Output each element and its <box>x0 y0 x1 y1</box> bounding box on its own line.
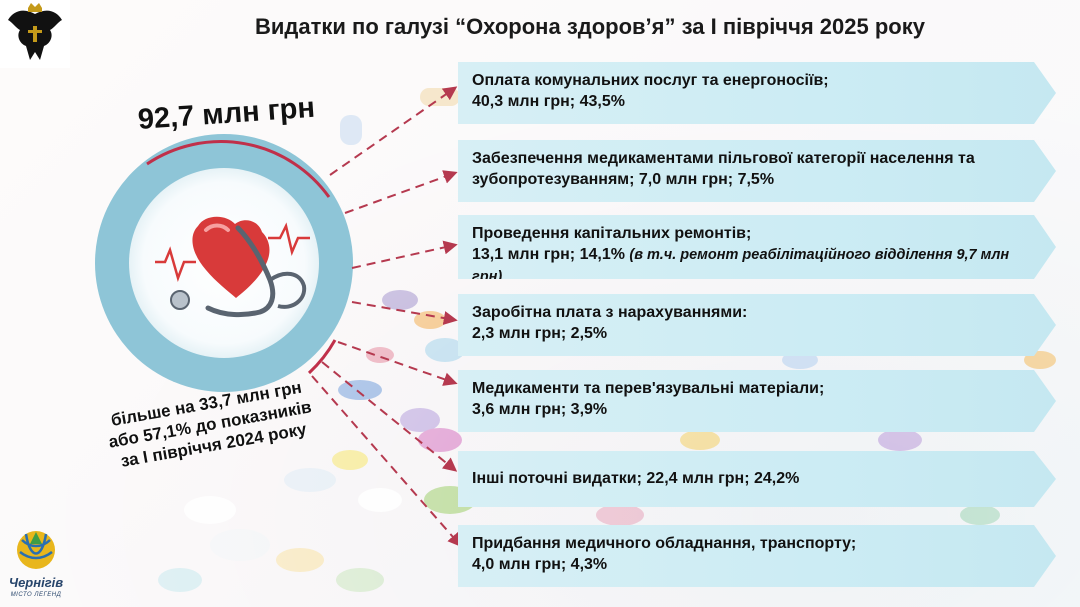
item-label: Інші поточні видатки; 22,4 млн грн; 24,2… <box>472 470 800 487</box>
expense-item-other-current: Інші поточні видатки; 22,4 млн грн; 24,2… <box>458 451 1056 507</box>
item-label: Медикаменти та перев'язувальні матеріали… <box>472 380 825 397</box>
page-title: Видатки по галузі “Охорона здоров’я” за … <box>255 14 925 39</box>
arrow-1 <box>329 86 458 176</box>
expense-item-capital-repairs: Проведення капітальних ремонтів; 13,1 мл… <box>458 215 1056 279</box>
city-logo-icon <box>17 531 55 569</box>
expense-item-equipment-transport: Придбання медичного обладнання, транспор… <box>458 525 1056 587</box>
arrow-4 <box>351 301 458 325</box>
crest-icon <box>8 3 62 60</box>
arrow-7 <box>311 375 462 548</box>
item-label: Придбання медичного обладнання, транспор… <box>472 535 857 552</box>
expense-item-salaries: Заробітна плата з нарахуваннями: 2,3 млн… <box>458 294 1056 356</box>
city-logo-name: Чернігів <box>8 575 64 590</box>
item-value: 2,3 млн грн; 2,5% <box>472 325 608 342</box>
item-value: 13,1 млн грн; 14,1% <box>472 246 625 263</box>
item-value: 4,0 млн грн; 4,3% <box>472 556 608 573</box>
item-label: Оплата комунальних послуг та енергоносії… <box>472 72 829 89</box>
arrow-5 <box>337 341 458 386</box>
expense-item-preferential-medicines: Забезпечення медикаментами пільгової кат… <box>458 140 1056 202</box>
red-arc-lower <box>307 339 337 375</box>
item-label: Проведення капітальних ремонтів; <box>472 225 752 242</box>
connector-arrows <box>311 86 462 548</box>
arrow-6 <box>321 361 458 472</box>
expense-item-utilities: Оплата комунальних послуг та енергоносії… <box>458 62 1056 124</box>
arrow-3 <box>351 240 458 269</box>
city-logo-tagline: МІСТО ЛЕГЕНД <box>10 592 62 598</box>
expense-item-medicines-dressings: Медикаменти та перев'язувальні матеріали… <box>458 370 1056 432</box>
city-crest <box>0 0 70 68</box>
item-label: Заробітна плата з нарахуваннями: <box>472 304 748 321</box>
item-label: Забезпечення медикаментами пільгової кат… <box>472 150 975 167</box>
item-value: 40,3 млн грн; 43,5% <box>472 93 625 110</box>
item-value: зубопротезуванням; 7,0 млн грн; 7,5% <box>472 171 775 188</box>
arrow-2 <box>344 170 458 214</box>
red-arc <box>146 140 331 198</box>
item-value: 3,6 млн грн; 3,9% <box>472 401 608 418</box>
heart-stethoscope-icon <box>155 216 310 318</box>
